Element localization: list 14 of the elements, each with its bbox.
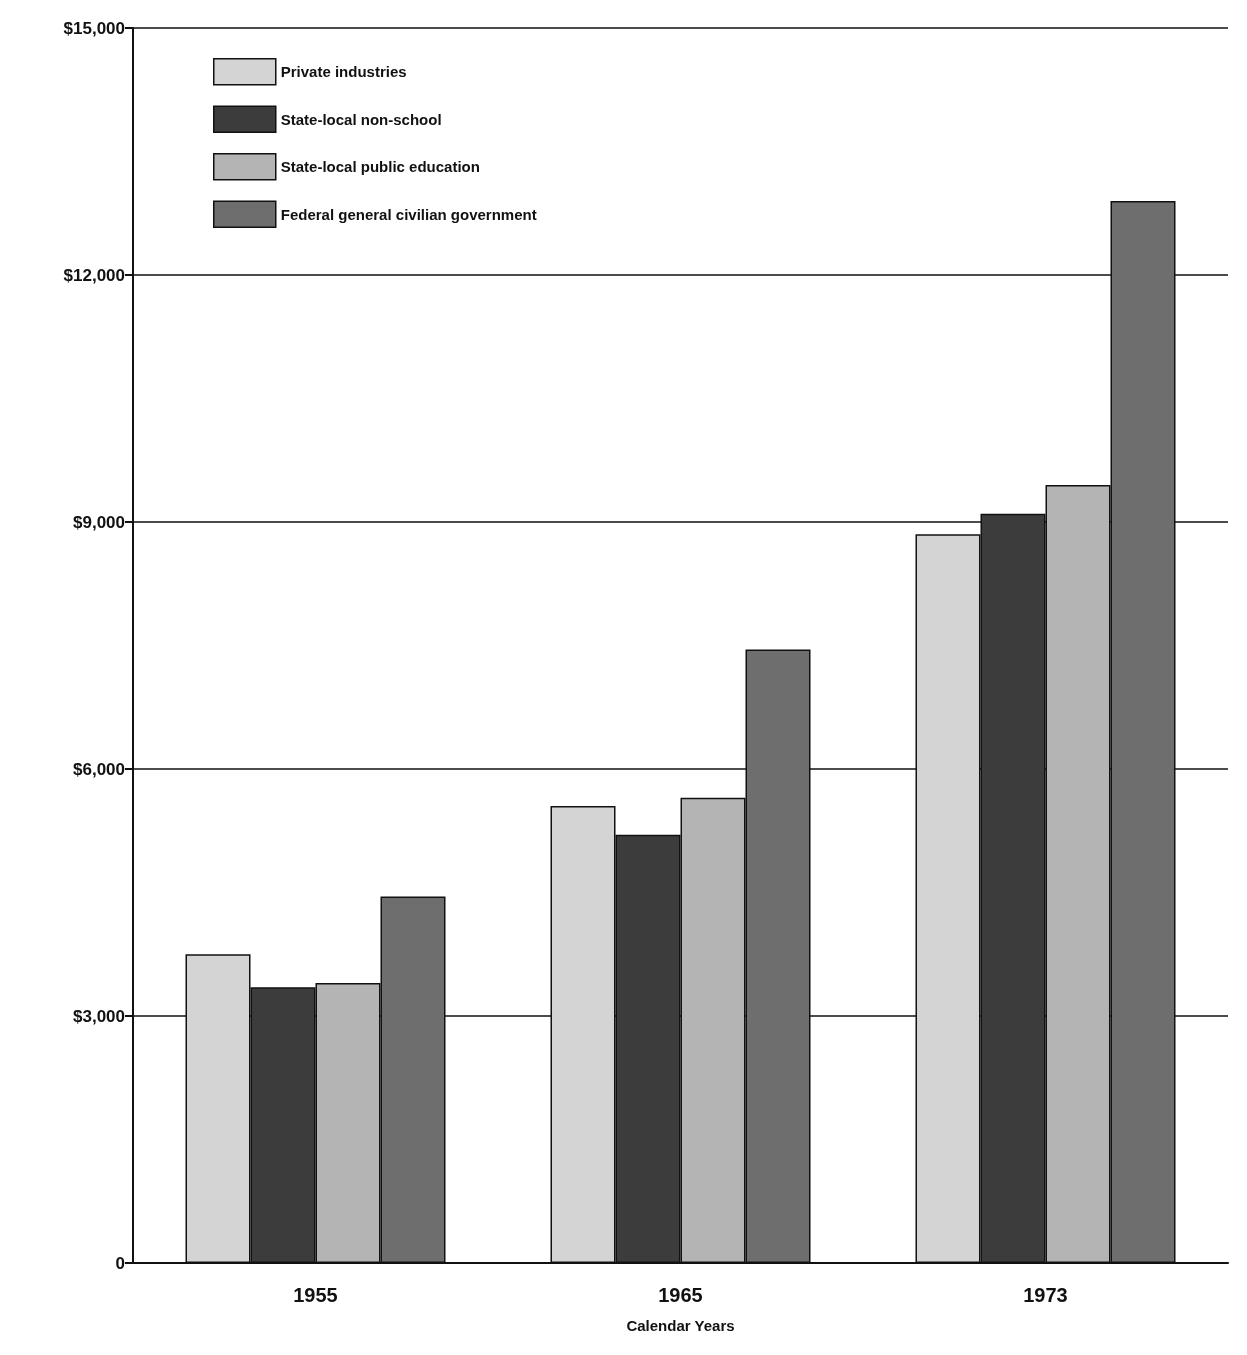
x-tick-label: 1965 [658,1284,703,1306]
y-tick-label: $15,000 [63,18,125,38]
y-tick-label: $3,000 [73,1006,125,1026]
x-tick-label: 1973 [1023,1284,1068,1306]
x-axis-title: Calendar Years [626,1317,735,1334]
x-tick-label: 1955 [293,1284,338,1306]
y-tick-label: $6,000 [73,759,125,779]
y-tick-label: $12,000 [63,265,125,285]
legend-label: State-local public education [280,158,480,176]
y-tick-label: 0 [115,1253,125,1273]
legend-label: Federal general civilian government [280,205,537,223]
legend-label: Private industries [280,63,407,81]
y-tick-label: $9,000 [73,512,125,532]
legend-label: State-local non-school [280,110,442,128]
